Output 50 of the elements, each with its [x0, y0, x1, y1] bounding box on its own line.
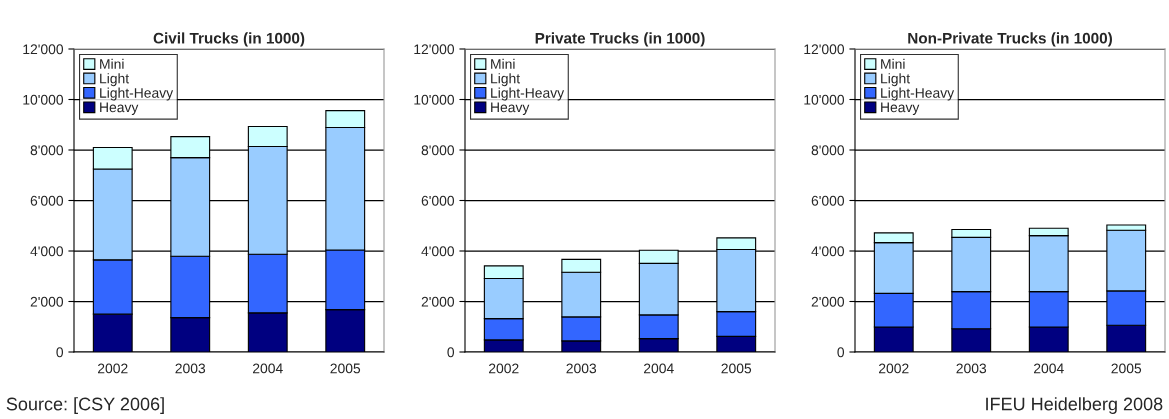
chart-title: Civil Trucks (in 1000) [153, 32, 305, 47]
y-tick-label: 12'000 [23, 44, 64, 55]
x-tick-label: 2003 [175, 363, 206, 374]
x-tick-label: 2005 [1111, 363, 1142, 374]
chart-title: Non-Private Trucks (in 1000) [908, 32, 1112, 47]
x-tick-label: 2003 [566, 363, 597, 374]
legend-label: Light [491, 73, 521, 87]
x-tick-label: 2004 [253, 363, 283, 374]
x-tick-label: 2002 [489, 363, 519, 374]
y-tick-label: 4'000 [421, 246, 455, 257]
legend-label: Mini [491, 58, 515, 69]
legend-label: Mini [881, 58, 905, 69]
x-tick-label: 2002 [98, 363, 128, 374]
legend-label: Heavy [881, 102, 920, 115]
legend-label: Light-Heavy [881, 87, 955, 101]
legend-label: Light-Heavy [100, 87, 174, 101]
y-tick-label: 0 [447, 347, 455, 358]
y-tick-label: 2'000 [421, 296, 455, 307]
source-note: Source: [CSY 2006] [6, 397, 164, 414]
x-tick-label: 2005 [330, 363, 361, 374]
y-tick-label: 0 [837, 347, 845, 358]
y-tick-label: 8'000 [30, 145, 64, 156]
y-tick-label: 4'000 [811, 246, 845, 257]
y-tick-label: 10'000 [414, 94, 455, 105]
legend-label: Light [100, 73, 130, 87]
legend-label: Mini [100, 58, 124, 69]
y-tick-label: 12'000 [414, 44, 455, 55]
y-tick-label: 2'000 [30, 296, 64, 307]
y-tick-label: 10'000 [804, 94, 845, 105]
y-tick-label: 6'000 [30, 195, 64, 206]
legend-label: Light [881, 73, 911, 87]
y-tick-label: 4'000 [30, 246, 64, 257]
y-tick-label: 8'000 [421, 145, 455, 156]
x-tick-label: 2002 [879, 363, 909, 374]
y-tick-label: 12'000 [804, 44, 845, 55]
y-tick-label: 10'000 [23, 94, 64, 105]
x-tick-label: 2005 [721, 363, 752, 374]
y-tick-label: 0 [56, 347, 64, 358]
y-tick-label: 2'000 [811, 296, 845, 307]
x-tick-label: 2004 [1034, 363, 1064, 374]
chart-title: Private Trucks (in 1000) [535, 32, 705, 47]
x-tick-label: 2003 [956, 363, 987, 374]
x-tick-label: 2004 [644, 363, 674, 374]
legend-label: Light-Heavy [491, 87, 565, 101]
y-tick-label: 6'000 [421, 195, 455, 206]
y-tick-label: 6'000 [811, 195, 845, 206]
y-tick-label: 8'000 [811, 145, 845, 156]
legend-label: Heavy [100, 102, 139, 115]
text: IFEU Heidelberg 2008 [986, 397, 1163, 414]
legend-label: Heavy [491, 102, 530, 115]
